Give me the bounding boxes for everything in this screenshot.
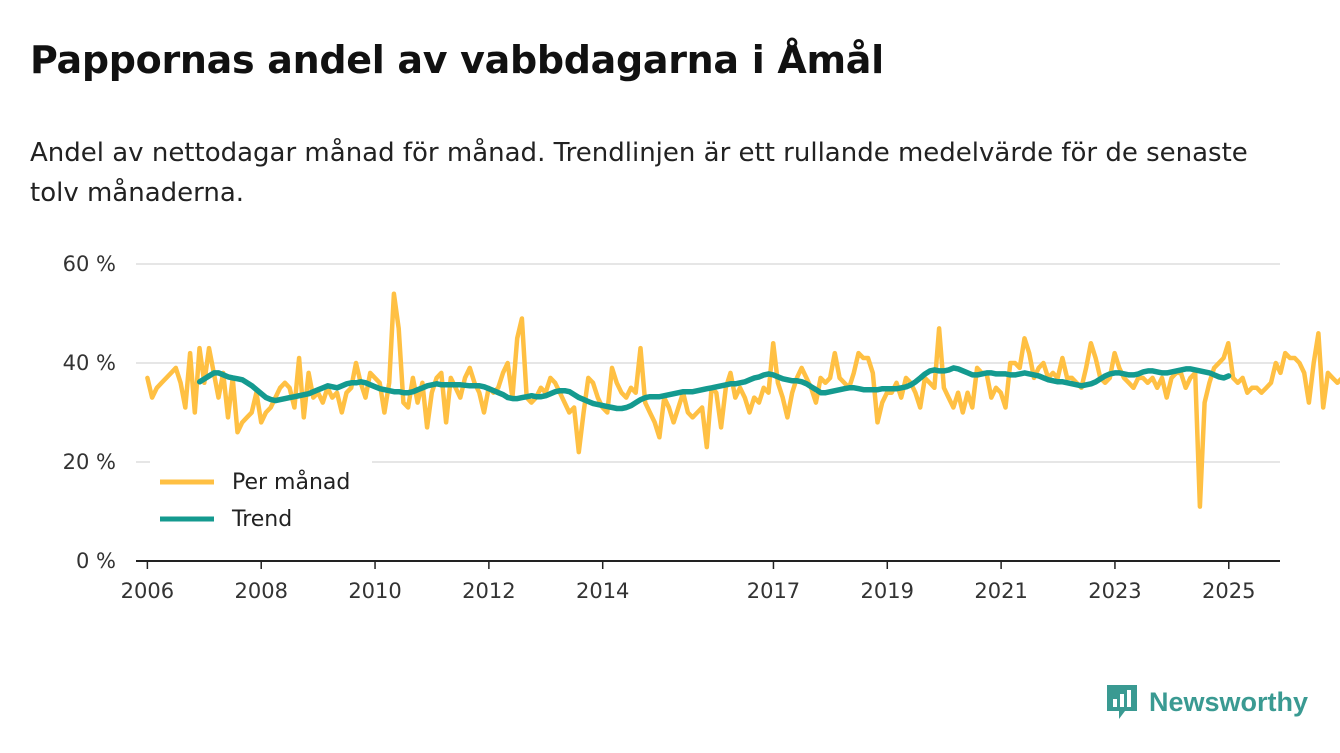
- x-axis-ticks: 2006 2008 2010 2012 2014 2017 2019 2021 2023 2025: [121, 561, 1256, 603]
- x-tick-label: 2012: [462, 579, 515, 603]
- series-lines: [145, 291, 1340, 509]
- legend: Per månad Trend: [150, 460, 372, 546]
- y-tick-label: 20 %: [63, 450, 116, 474]
- legend-background: [150, 460, 372, 546]
- chart-subtitle: Andel av nettodagar månad för månad. Tre…: [30, 138, 1248, 208]
- x-tick-label: 2008: [234, 579, 287, 603]
- x-tick-label: 2010: [348, 579, 401, 603]
- newsworthy-logo-icon: [1106, 685, 1137, 719]
- series-line-per-manad: [145, 291, 1340, 509]
- legend-label-trend: Trend: [231, 507, 292, 532]
- x-tick-label: 2025: [1202, 579, 1255, 603]
- y-axis-tick-labels: 0 % 20 % 40 % 60 %: [63, 252, 116, 573]
- x-tick-label: 2017: [747, 579, 800, 603]
- y-tick-label: 0 %: [76, 549, 116, 573]
- y-tick-label: 40 %: [63, 351, 116, 375]
- x-tick-label: 2023: [1088, 579, 1141, 603]
- y-tick-label: 60 %: [63, 252, 116, 276]
- series-line-trend: [196, 365, 1232, 412]
- x-tick-label: 2019: [861, 579, 914, 603]
- chart-title: Pappornas andel av vabbdagarna i Åmål: [30, 38, 884, 82]
- legend-label-monthly: Per månad: [232, 469, 350, 495]
- x-tick-label: 2021: [974, 579, 1027, 603]
- brand-logo: Newsworthy: [1105, 683, 1308, 721]
- x-tick-label: 2006: [121, 579, 174, 603]
- x-tick-label: 2014: [576, 579, 629, 603]
- brand-name: Newsworthy: [1148, 686, 1308, 717]
